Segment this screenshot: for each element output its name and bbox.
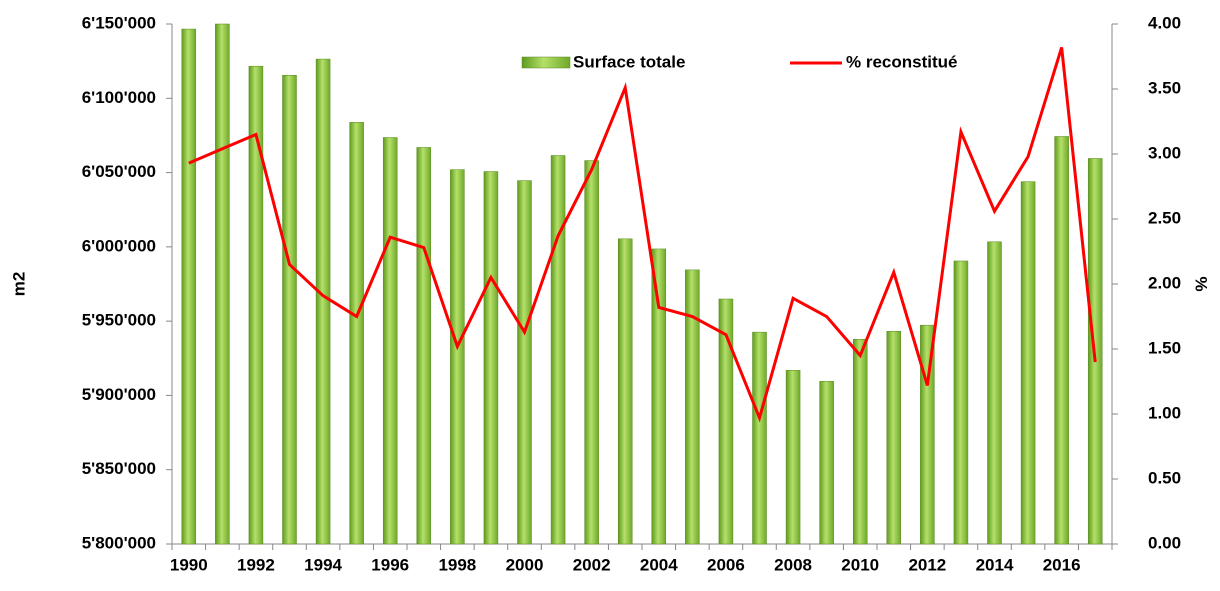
x-tick-label: 1996 bbox=[371, 555, 409, 574]
bar bbox=[215, 23, 230, 545]
bar bbox=[987, 241, 1002, 545]
y2-tick-label: 1.50 bbox=[1148, 338, 1181, 357]
bar bbox=[852, 339, 868, 545]
x-tick-label: 2000 bbox=[506, 555, 544, 574]
bar bbox=[617, 238, 633, 545]
x-tick-label: 2006 bbox=[707, 555, 745, 574]
bar bbox=[1020, 181, 1036, 545]
bar bbox=[752, 331, 767, 545]
y-tick-label: 6'100'000 bbox=[82, 88, 156, 107]
bar bbox=[584, 160, 599, 545]
bar bbox=[718, 298, 734, 545]
y2-axis-label: % bbox=[1192, 276, 1211, 291]
bar bbox=[382, 137, 398, 545]
y2-tick-label: 2.50 bbox=[1148, 208, 1181, 227]
y2-tick-label: 2.00 bbox=[1148, 273, 1181, 292]
bar bbox=[315, 58, 331, 545]
x-tick-label: 1992 bbox=[237, 555, 275, 574]
legend-label: % reconstitué bbox=[846, 52, 957, 71]
x-tick-label: 2014 bbox=[976, 555, 1014, 574]
y2-tick-label: 0.50 bbox=[1148, 468, 1181, 487]
y2-tick-label: 3.50 bbox=[1148, 78, 1181, 97]
bar bbox=[181, 28, 197, 545]
bar bbox=[651, 248, 667, 545]
bar bbox=[517, 180, 532, 545]
bar bbox=[785, 370, 801, 545]
y-tick-label: 6'000'000 bbox=[82, 236, 156, 255]
bar bbox=[416, 147, 432, 545]
x-tick-label: 2016 bbox=[1043, 555, 1081, 574]
line bbox=[188, 46, 1097, 423]
y2-tick-label: 4.00 bbox=[1148, 13, 1181, 32]
legend-label: Surface totale bbox=[573, 52, 685, 71]
y2-tick-label: 1.00 bbox=[1148, 403, 1181, 422]
y2-tick-label: 3.00 bbox=[1148, 143, 1181, 162]
y-tick-label: 5'800'000 bbox=[82, 533, 156, 552]
y-tick-label: 5'900'000 bbox=[82, 385, 156, 404]
bar bbox=[450, 169, 465, 545]
x-tick-label: 1994 bbox=[304, 555, 342, 574]
y-tick-label: 6'050'000 bbox=[82, 162, 156, 181]
bar bbox=[349, 122, 364, 545]
y-tick-label: 5'850'000 bbox=[82, 459, 156, 478]
bar bbox=[282, 75, 297, 545]
bar bbox=[685, 269, 700, 545]
bar bbox=[819, 381, 834, 545]
x-tick-label: 2004 bbox=[640, 555, 678, 574]
legend-swatch bbox=[521, 56, 571, 69]
x-tick-label: 2008 bbox=[774, 555, 812, 574]
bar bbox=[886, 330, 902, 545]
x-tick-label: 2010 bbox=[841, 555, 879, 574]
x-tick-label: 2012 bbox=[908, 555, 946, 574]
y2-tick-label: 0.00 bbox=[1148, 533, 1181, 552]
bar bbox=[1054, 136, 1069, 545]
x-tick-label: 1990 bbox=[170, 555, 208, 574]
y-tick-label: 5'950'000 bbox=[82, 311, 156, 330]
bar bbox=[920, 324, 935, 545]
bar bbox=[550, 155, 566, 545]
y-tick-label: 6'150'000 bbox=[82, 13, 156, 32]
x-tick-label: 2002 bbox=[573, 555, 611, 574]
x-tick-label: 1998 bbox=[438, 555, 476, 574]
bar bbox=[953, 260, 969, 545]
y-axis-label: m2 bbox=[9, 272, 28, 297]
bar bbox=[483, 171, 499, 545]
bar bbox=[248, 65, 264, 545]
